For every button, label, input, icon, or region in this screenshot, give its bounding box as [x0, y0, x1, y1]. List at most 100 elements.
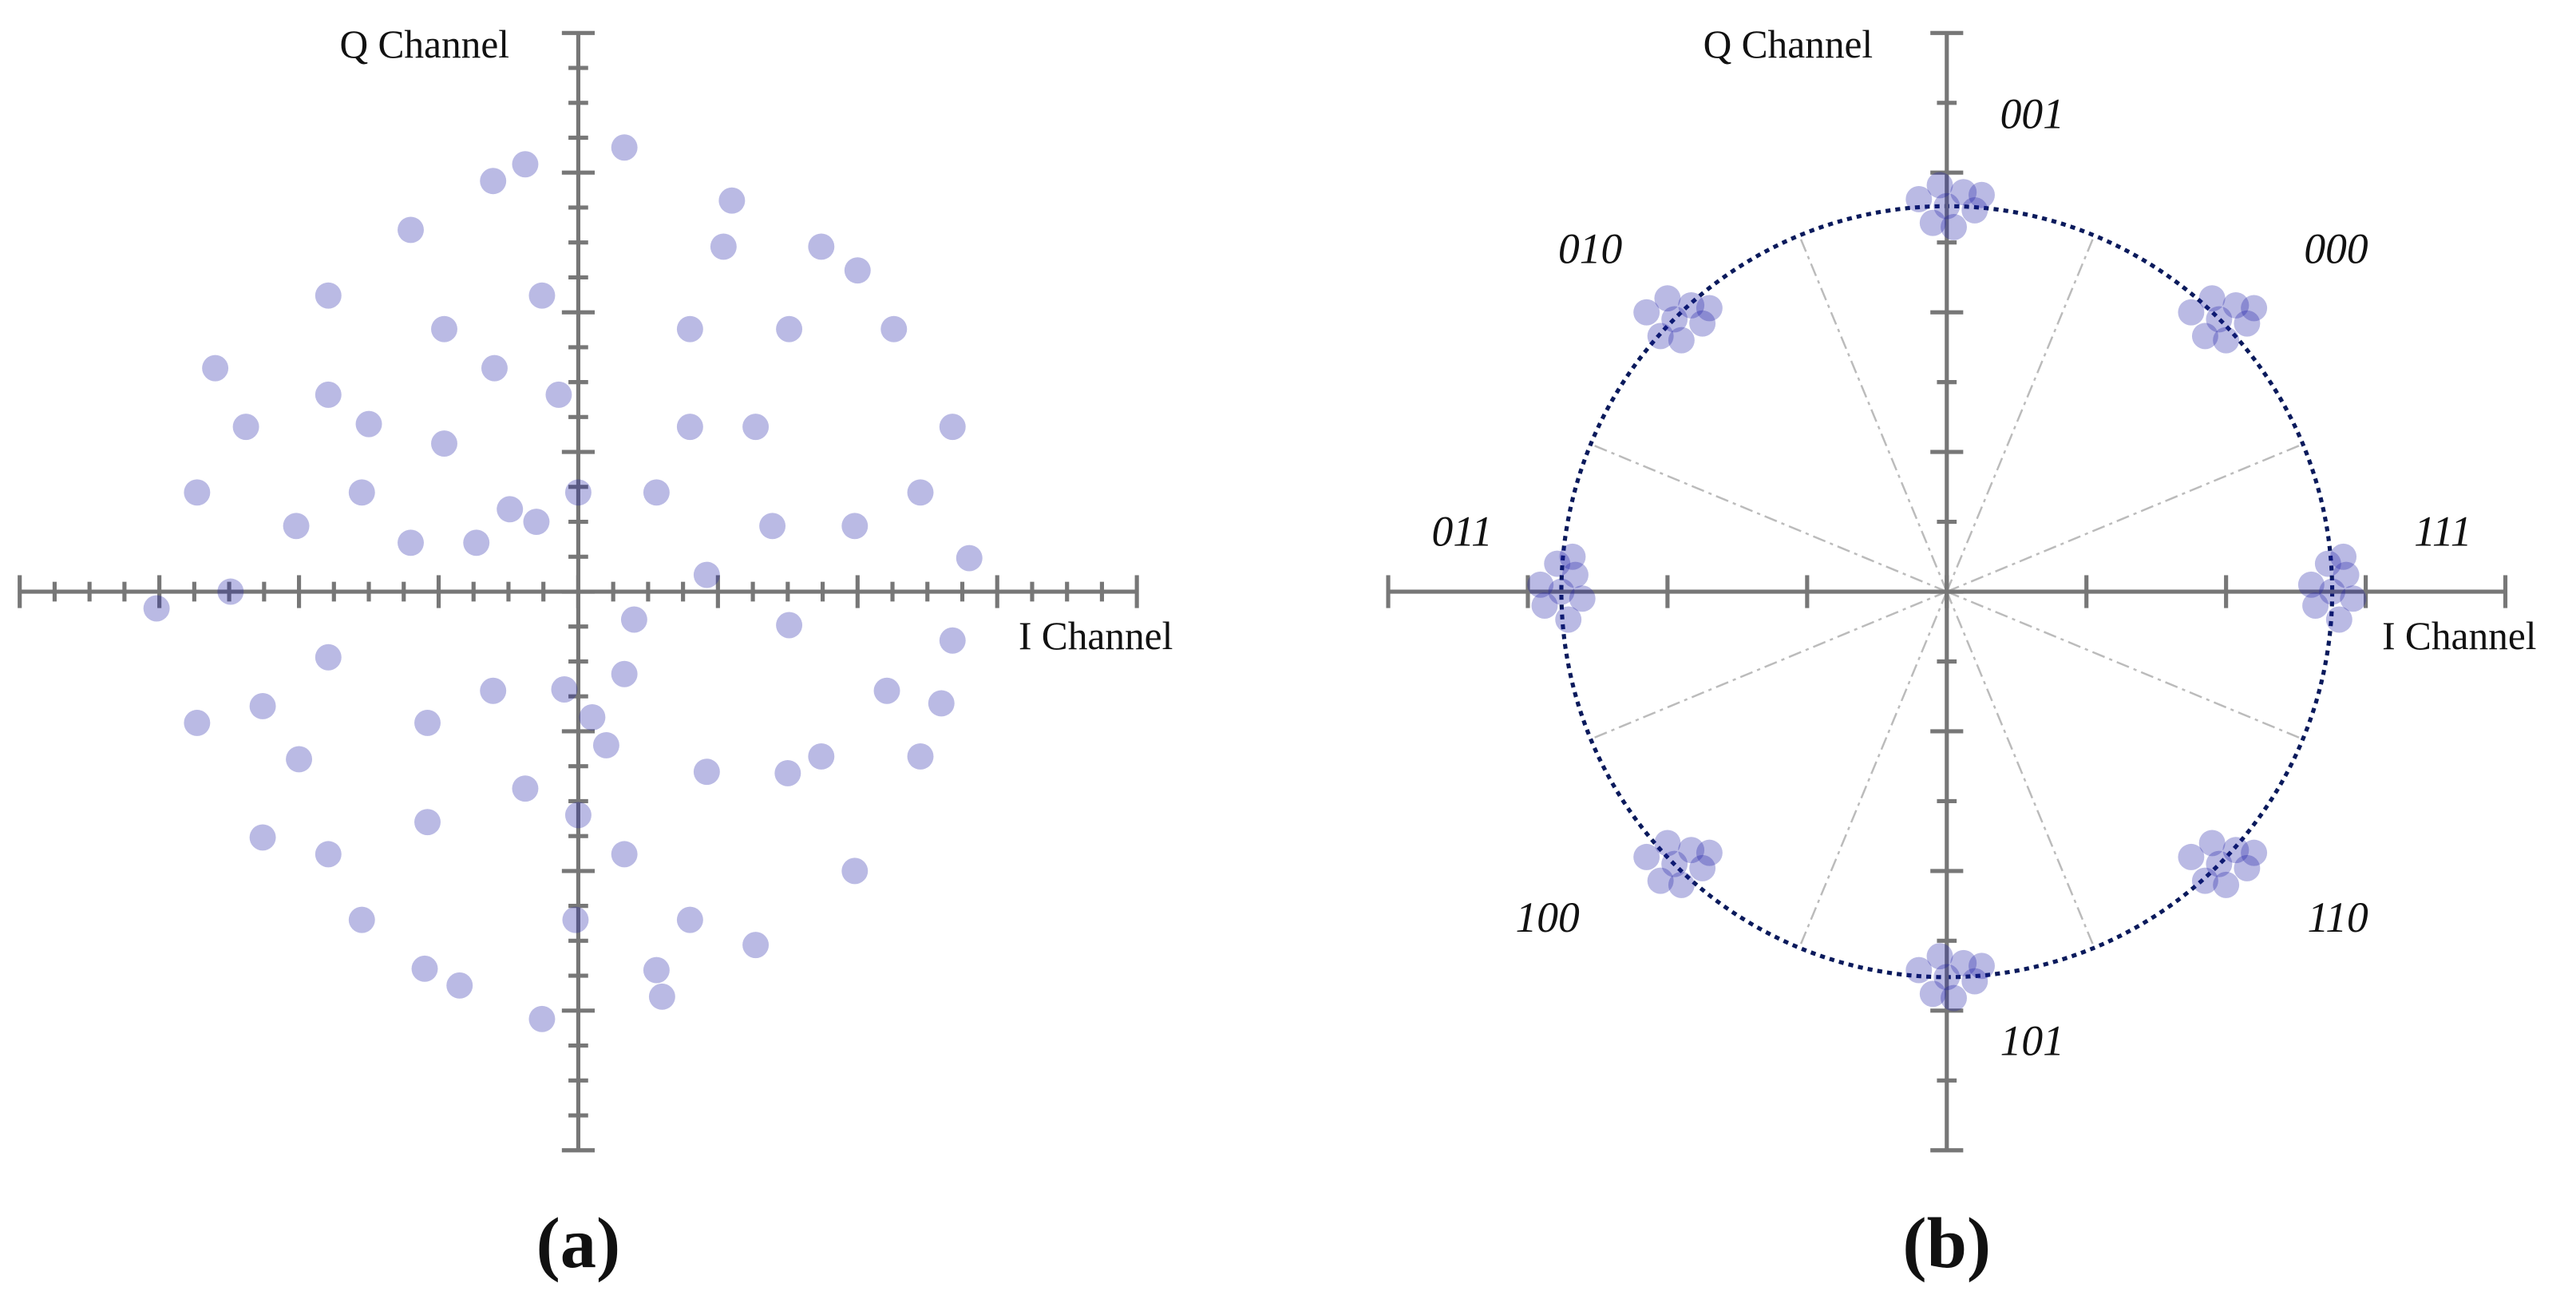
point	[808, 743, 835, 770]
point	[446, 972, 473, 999]
point	[315, 381, 342, 408]
point	[1531, 592, 1558, 619]
point	[1919, 209, 1946, 236]
point	[1961, 968, 1988, 995]
point	[2234, 310, 2261, 337]
point	[2297, 571, 2325, 598]
point	[512, 151, 539, 178]
point	[545, 381, 572, 408]
point	[1668, 327, 1695, 354]
point	[1654, 830, 1681, 857]
x-axis-label: I Channel	[2382, 614, 2536, 658]
point	[2340, 585, 2367, 612]
point	[2222, 837, 2250, 864]
y-axis-label: Q Channel	[1703, 22, 1874, 66]
symbol-label: 110	[2307, 893, 2368, 941]
point	[2314, 550, 2341, 577]
boundary-line	[1946, 590, 2304, 740]
point	[1555, 606, 1582, 633]
point	[1919, 980, 1946, 1008]
point	[611, 841, 638, 868]
point	[414, 709, 441, 736]
point	[217, 578, 244, 605]
point	[1548, 578, 1575, 605]
point	[398, 216, 424, 244]
point	[1905, 186, 1933, 212]
point	[2241, 839, 2268, 866]
point	[776, 315, 803, 343]
point	[480, 168, 507, 195]
point	[2206, 850, 2233, 877]
point	[676, 315, 703, 343]
point	[742, 414, 770, 441]
point	[620, 606, 647, 633]
point	[355, 410, 382, 438]
point	[643, 479, 670, 506]
point	[1969, 952, 1995, 980]
point	[1933, 192, 1961, 220]
point	[1905, 956, 1933, 984]
point	[841, 857, 869, 885]
point	[2198, 830, 2226, 857]
point	[844, 257, 871, 284]
point	[907, 479, 934, 506]
point	[481, 354, 508, 382]
point	[2198, 285, 2226, 312]
point	[348, 479, 375, 506]
point	[880, 315, 908, 343]
point	[1926, 943, 1953, 970]
point	[2222, 291, 2250, 319]
point	[1926, 172, 1953, 199]
point	[928, 690, 955, 717]
point	[1647, 867, 1674, 894]
point	[202, 354, 229, 382]
point	[1933, 964, 1961, 991]
point	[232, 414, 259, 441]
point	[398, 529, 424, 556]
point	[512, 775, 539, 802]
point	[907, 743, 934, 770]
point	[956, 545, 983, 572]
point	[2178, 299, 2205, 326]
point	[1527, 571, 1554, 598]
point	[1678, 837, 1705, 864]
caption: (b)	[1902, 1202, 1991, 1283]
point	[710, 233, 737, 260]
point	[315, 644, 342, 671]
point	[939, 414, 966, 441]
point	[184, 479, 211, 506]
point	[1647, 323, 1674, 350]
symbol-label: 100	[1516, 893, 1581, 941]
point	[143, 595, 170, 622]
point	[528, 282, 556, 309]
point	[249, 693, 276, 719]
symbol-label: 011	[1432, 507, 1493, 555]
point	[873, 677, 900, 704]
point	[718, 187, 746, 214]
point	[808, 233, 835, 260]
point	[939, 627, 966, 654]
point	[431, 315, 457, 343]
point	[1661, 850, 1688, 877]
boundary-line	[1590, 590, 1948, 740]
point	[2325, 606, 2352, 633]
point	[2241, 295, 2268, 322]
point	[431, 430, 457, 457]
point	[411, 955, 438, 982]
point	[1941, 213, 1967, 240]
point	[1633, 299, 1660, 326]
point	[2333, 561, 2360, 588]
point	[1544, 550, 1571, 577]
point	[676, 906, 703, 933]
caption: (a)	[536, 1202, 621, 1283]
symbol-label: 010	[1558, 224, 1623, 272]
point	[1633, 843, 1660, 870]
point	[1678, 291, 1705, 319]
point	[184, 709, 211, 736]
point	[348, 906, 375, 933]
point	[497, 496, 524, 523]
point	[1561, 561, 1589, 588]
point	[2206, 306, 2233, 333]
point	[2302, 592, 2329, 619]
